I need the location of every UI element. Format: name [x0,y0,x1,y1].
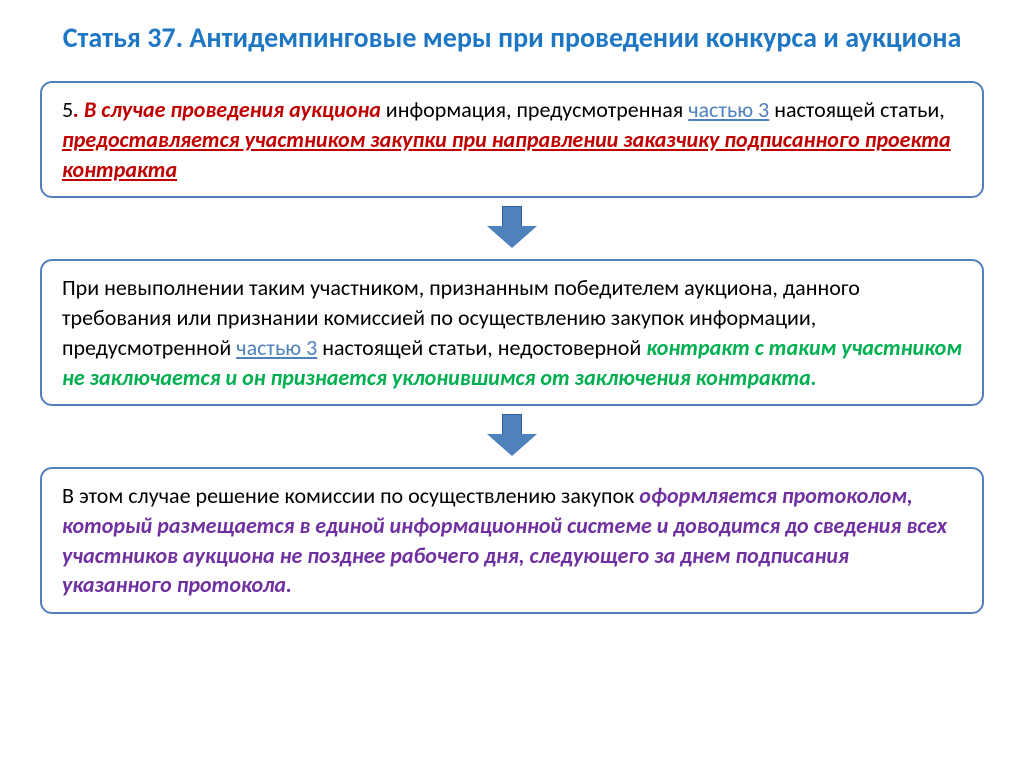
text-segment: предоставляется участником закупки при н… [62,126,951,183]
text-segment: информация, предусмотренная [381,96,688,123]
page-title: Статья 37. Антидемпинговые меры при пров… [40,20,984,56]
text-segment: частью 3 [688,96,769,123]
text-segment: частью 3 [236,334,317,361]
flow-box-1: 5. В случае проведения аукциона информац… [40,81,984,198]
arrow-1 [40,206,984,251]
text-segment: 5 [62,96,73,123]
text-segment: настоящей статьи, [769,96,945,123]
flow-box-3: В этом случае решение комиссии по осущес… [40,467,984,614]
text-segment: В этом случае решение комиссии по осущес… [62,482,639,509]
flow-box-2: При невыполнении таким участником, призн… [40,259,984,406]
text-segment: . В случае проведения аукциона [73,96,381,123]
text-segment: настоящей статьи, недостоверной [317,334,646,361]
arrow-2 [40,414,984,459]
